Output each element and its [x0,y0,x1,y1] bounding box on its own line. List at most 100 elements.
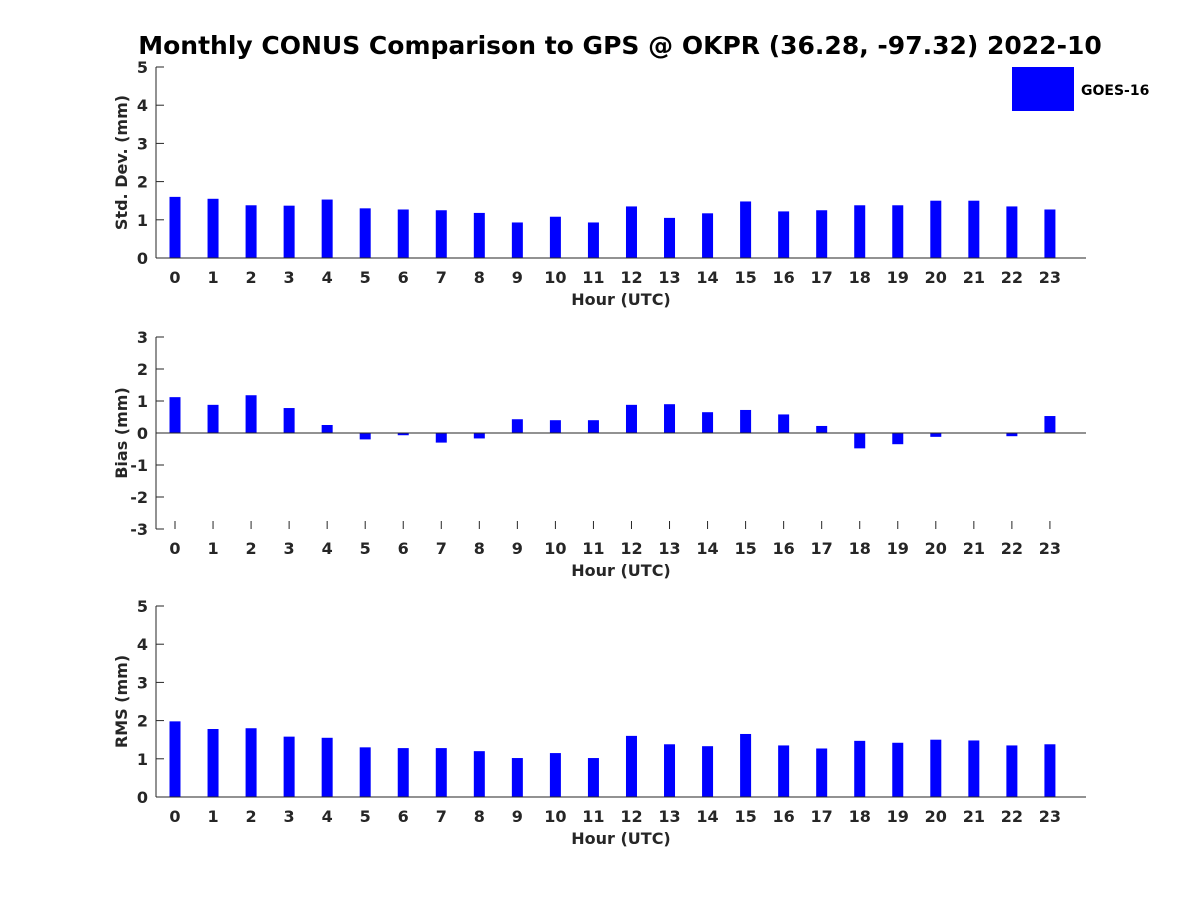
bias-xtick-label: 7 [436,539,447,558]
bias-ytick-label: 2 [137,360,148,379]
rms-bar-7 [435,748,447,797]
bias-xtick-label: 13 [658,539,680,558]
bias-y-label: Bias (mm) [112,387,131,479]
std-bar-4 [321,199,333,258]
bias-bar-16 [778,414,790,433]
std-bar-16 [778,211,790,258]
rms-x-label: Hour (UTC) [571,829,671,848]
rms-bar-5 [359,747,371,797]
bias-bar-9 [511,419,523,433]
bias-xtick-label: 1 [207,539,218,558]
rms-xtick-label: 23 [1039,807,1061,826]
std-xtick-label: 21 [963,268,985,287]
std-bar-19 [892,205,904,258]
std-xtick-label: 8 [474,268,485,287]
bias-bar-1 [207,404,219,433]
std-bar-22 [1006,206,1018,258]
std-bar-2 [245,205,257,258]
std-xtick-label: 3 [284,268,295,287]
rms-xtick-label: 6 [398,807,409,826]
bias-xtick-label: 16 [773,539,795,558]
rms-xtick-label: 8 [474,807,485,826]
bias-ytick-label: -2 [130,488,148,507]
bias-bar-20 [930,433,942,437]
bias-xtick-label: 6 [398,539,409,558]
std-ytick-label: 1 [137,211,148,230]
bias-bar-19 [892,433,904,445]
std-xtick-label: 22 [1001,268,1023,287]
legend: GOES-16 [1012,67,1149,111]
std-bar-1 [207,198,219,258]
rms-bar-9 [511,758,523,797]
rms-bar-19 [892,742,904,797]
rms-xtick-label: 21 [963,807,985,826]
rms-bar-14 [702,746,714,797]
std-bar-15 [740,201,752,258]
legend-swatch [1012,67,1074,111]
bias-bar-7 [435,433,447,443]
std-xtick-label: 11 [582,268,604,287]
std-xtick-label: 12 [620,268,642,287]
rms-xtick-label: 10 [544,807,566,826]
rms-ytick-label: 5 [137,597,148,616]
rms-xtick-label: 22 [1001,807,1023,826]
rms-bar-11 [587,758,599,797]
bias-x-label: Hour (UTC) [571,561,671,580]
bias-bar-10 [549,420,561,433]
bias-ytick-label: 3 [137,328,148,347]
std-xtick-label: 4 [322,268,333,287]
std-xtick-label: 9 [512,268,523,287]
bias-xtick-label: 22 [1001,539,1023,558]
bias-xtick-label: 11 [582,539,604,558]
bias-bar-2 [245,395,257,433]
rms-bar-6 [397,748,409,797]
rms-xtick-label: 14 [696,807,718,826]
std-xtick-label: 6 [398,268,409,287]
std-bar-10 [549,216,561,258]
rms-ytick-label: 3 [137,673,148,692]
std-bar-14 [702,213,714,258]
rms-xtick-label: 1 [207,807,218,826]
std-x-label: Hour (UTC) [571,290,671,309]
rms-bar-1 [207,729,219,797]
bias-xtick-label: 21 [963,539,985,558]
bias-xtick-label: 15 [734,539,756,558]
rms-xtick-label: 9 [512,807,523,826]
bias-bar-23 [1044,416,1056,433]
rms-bar-8 [473,751,485,797]
std-xtick-label: 5 [360,268,371,287]
rms-xtick-label: 13 [658,807,680,826]
std-bar-9 [511,222,523,258]
rms-xtick-label: 7 [436,807,447,826]
bias-ytick-label: 0 [137,424,148,443]
std-xtick-label: 23 [1039,268,1061,287]
std-bar-18 [854,205,866,258]
bias-xtick-label: 9 [512,539,523,558]
bias-xtick-label: 4 [322,539,333,558]
legend-label: GOES-16 [1081,83,1149,99]
rms-xtick-label: 12 [620,807,642,826]
rms-bar-22 [1006,745,1018,797]
rms-xtick-label: 3 [284,807,295,826]
std-bar-13 [664,217,676,258]
std-bar-11 [587,222,599,258]
bias-bar-4 [321,425,333,433]
rms-bar-16 [778,745,790,797]
rms-xtick-label: 15 [734,807,756,826]
rms-xtick-label: 19 [887,807,909,826]
bias-xtick-label: 12 [620,539,642,558]
bias-bar-11 [587,420,599,433]
std-xtick-label: 20 [925,268,947,287]
std-bar-3 [283,205,295,258]
std-bar-23 [1044,209,1056,258]
bias-bar-0 [169,397,181,433]
rms-xtick-label: 20 [925,807,947,826]
rms-bar-17 [816,748,828,797]
rms-xtick-label: 17 [811,807,833,826]
std-xtick-label: 7 [436,268,447,287]
std-ytick-label: 3 [137,134,148,153]
rms-bar-10 [549,753,561,797]
std-bar-6 [397,209,409,258]
